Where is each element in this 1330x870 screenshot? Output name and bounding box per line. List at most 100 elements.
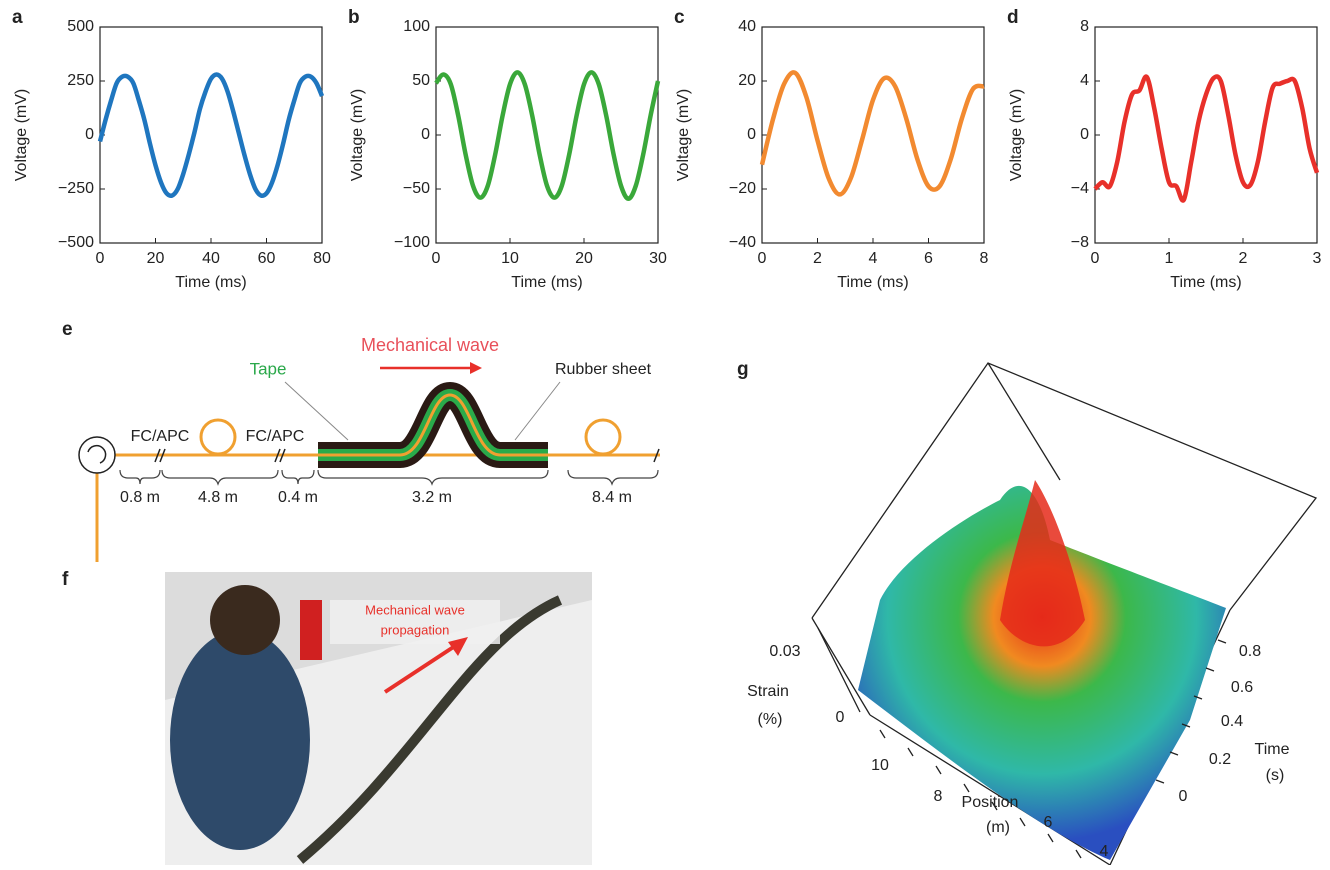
y-tick-label: 0	[747, 126, 756, 143]
y-tick-label: −50	[403, 180, 430, 197]
y-tick-label: −100	[394, 234, 430, 251]
rubber-label: Rubber sheet	[555, 361, 652, 378]
axis-title: (s)	[1266, 767, 1285, 784]
plot-frame	[435, 26, 659, 244]
y-tick-label: 0	[85, 126, 94, 143]
x-axis-title: Time (ms)	[175, 274, 246, 291]
y-tick-label: 4	[1080, 72, 1089, 89]
time-tick: 0.2	[1209, 751, 1231, 768]
circulator-arrow	[87, 444, 107, 464]
length-label: 4.8 m	[198, 489, 238, 506]
data-line	[434, 70, 661, 201]
photo-caption: propagation	[381, 622, 450, 637]
panel-f: f Mechanical wave propagation	[62, 569, 592, 865]
strain-tick: 0.03	[769, 643, 800, 660]
caption-box	[330, 600, 500, 644]
panel-label: f	[62, 569, 69, 590]
photo-head	[210, 585, 280, 655]
photo-caption: Mechanical wave	[365, 602, 465, 617]
photo-person	[170, 630, 310, 850]
photo-extinguisher	[300, 600, 322, 660]
photo-sheet	[296, 595, 563, 864]
y-tick-label: 20	[738, 72, 756, 89]
y-tick-label: −250	[58, 180, 94, 197]
fiber-loop	[584, 418, 622, 456]
x-tick-label: 8	[980, 250, 989, 267]
x-tick-label: 20	[575, 250, 593, 267]
axis-title: (%)	[758, 711, 783, 728]
y-tick-label: 500	[67, 18, 94, 35]
leader	[284, 381, 349, 441]
y-axis-title: Voltage (mV)	[1008, 89, 1025, 181]
photo-arrow	[383, 637, 468, 694]
panel-label: a	[12, 7, 23, 28]
connector-label: FC/APC	[246, 428, 305, 445]
x-tick-label: 1	[1165, 250, 1174, 267]
x-axis-title: Time (ms)	[1170, 274, 1241, 291]
tape-label: Tape	[250, 359, 287, 378]
wave-label: Mechanical wave	[361, 335, 499, 355]
length-label: 8.4 m	[592, 489, 632, 506]
length-label: 3.2 m	[412, 489, 452, 506]
connector-label: FC/APC	[131, 428, 190, 445]
data-line	[97, 72, 325, 198]
x-tick-label: 4	[869, 250, 878, 267]
x-tick-label: 80	[313, 250, 331, 267]
x-tick-label: 60	[258, 250, 276, 267]
x-axis-title: Time (ms)	[837, 274, 908, 291]
plot-frame	[99, 26, 323, 244]
panel-label: c	[674, 7, 685, 28]
y-tick-label: −500	[58, 234, 94, 251]
y-tick-label: −4	[1071, 180, 1089, 197]
y-tick-label: 0	[1080, 126, 1089, 143]
position-tick: 10	[871, 757, 889, 774]
panel-e: e Mechanical wave Tape Rubber sheet FC/A…	[62, 319, 660, 562]
x-tick-label: 0	[96, 250, 105, 267]
time-tick: 0	[1179, 788, 1188, 805]
axis-title: Position	[962, 794, 1019, 811]
y-tick-label: 100	[403, 18, 430, 35]
y-axis-title: Voltage (mV)	[349, 89, 366, 181]
x-tick-label: 40	[202, 250, 220, 267]
y-axis-title: Voltage (mV)	[13, 89, 30, 181]
x-tick-label: 10	[501, 250, 519, 267]
axis-title: Strain	[747, 683, 789, 700]
y-tick-label: 40	[738, 18, 756, 35]
fiber-loop	[199, 418, 237, 456]
panel-label: b	[348, 7, 360, 28]
circulator	[78, 436, 116, 474]
position-tick: 4	[1100, 843, 1109, 860]
position-tick: 6	[1044, 814, 1053, 831]
plot-frame	[761, 26, 985, 244]
cube	[811, 362, 1318, 866]
x-tick-label: 3	[1313, 250, 1322, 267]
position-tick: 8	[934, 788, 943, 805]
time-tick: 0.6	[1231, 679, 1253, 696]
x-tick-label: 2	[813, 250, 822, 267]
x-tick-label: 0	[432, 250, 441, 267]
break-mark	[154, 448, 660, 463]
axis-ticks	[817, 627, 1227, 859]
axis-title: (m)	[986, 819, 1010, 836]
time-tick: 0.4	[1221, 713, 1243, 730]
surface	[858, 485, 1226, 860]
x-tick-label: 0	[758, 250, 767, 267]
panel-g: g 0.03 0 Strain (%) 10 8 6 4 Position (	[737, 359, 1318, 866]
y-tick-label: −40	[729, 234, 756, 251]
y-tick-label: −8	[1071, 234, 1089, 251]
x-tick-label: 0	[1091, 250, 1100, 267]
x-axis-title: Time (ms)	[511, 274, 582, 291]
y-tick-label: −20	[729, 180, 756, 197]
leader	[514, 381, 561, 441]
y-tick-label: 0	[421, 126, 430, 143]
x-tick-label: 2	[1239, 250, 1248, 267]
x-tick-label: 30	[649, 250, 667, 267]
y-axis-title: Voltage (mV)	[675, 89, 692, 181]
surface-peak	[1000, 480, 1085, 647]
y-tick-label: 250	[67, 72, 94, 89]
fiber	[318, 393, 548, 457]
wave-arrow	[380, 362, 482, 374]
y-tick-label: 8	[1080, 18, 1089, 35]
y-tick-label: 50	[412, 72, 430, 89]
